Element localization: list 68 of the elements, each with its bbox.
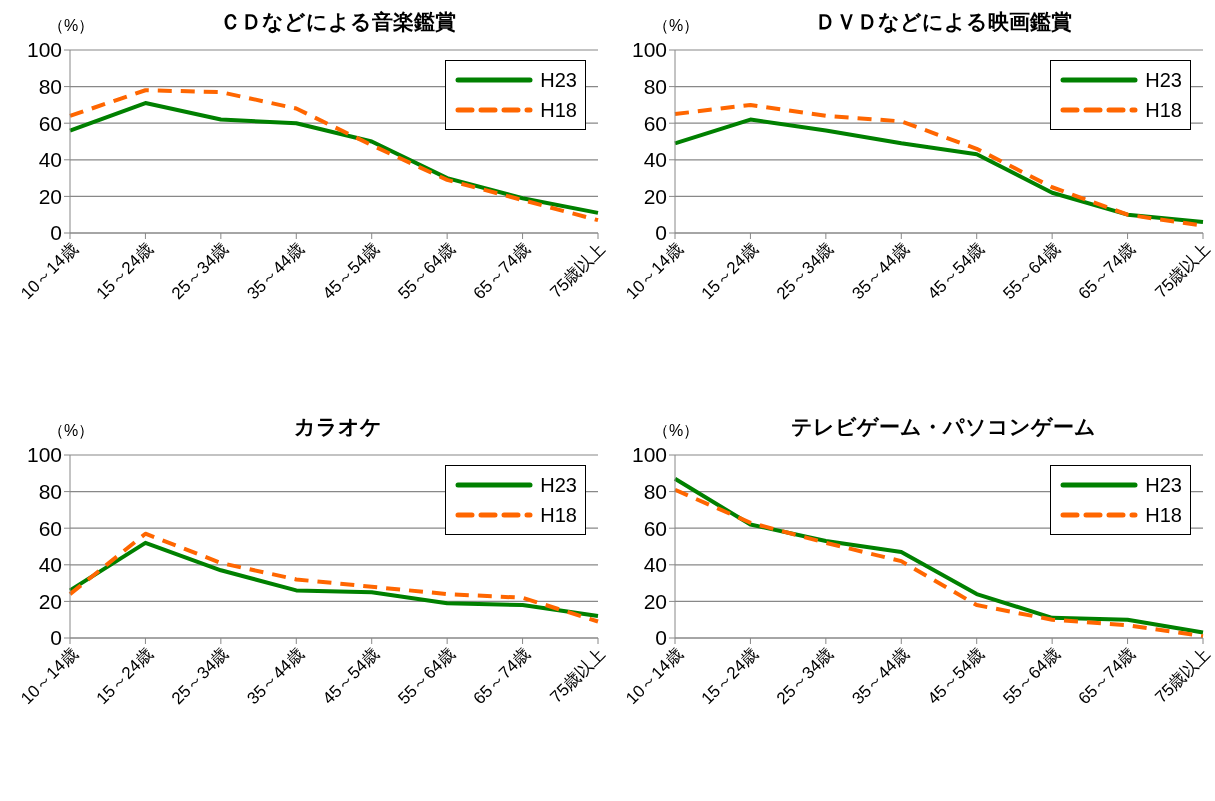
y-tick-label: 60 <box>643 111 667 135</box>
y-tick-label: 40 <box>643 553 667 577</box>
x-tick-label: 75歳以上 <box>1151 643 1215 707</box>
x-tick-label: 25～34歳 <box>773 643 838 709</box>
y-tick-label: 20 <box>643 184 667 208</box>
x-tick-label: 35～44歳 <box>848 238 913 304</box>
chart-title: ＤＶＤなどによる映画鑑賞 <box>814 10 1072 33</box>
x-tick-label: 75歳以上 <box>1151 238 1215 302</box>
y-tick-label: 20 <box>38 589 62 613</box>
legend-label: H23 <box>540 68 577 92</box>
x-tick-label: 45～54歳 <box>923 238 989 304</box>
x-tick-label: 35～44歳 <box>848 643 913 709</box>
x-tick-label: 75歳以上 <box>546 643 610 707</box>
y-tick-label: 40 <box>643 148 667 172</box>
x-tick-label: 45～54歳 <box>923 643 989 709</box>
chart-title: テレビゲーム・パソコンゲーム <box>790 415 1096 438</box>
y-tick-label: 80 <box>38 75 62 99</box>
y-tick-label: 100 <box>631 38 667 62</box>
x-tick-label: 15～24歳 <box>697 238 762 304</box>
y-tick-label: 80 <box>38 480 62 504</box>
x-tick-label: 15～24歳 <box>697 643 762 709</box>
legend-label: H18 <box>540 98 577 122</box>
chart-title: カラオケ <box>294 415 382 438</box>
y-axis-title: （%） <box>653 421 700 441</box>
x-tick-label: 55～64歳 <box>999 643 1064 709</box>
y-tick-label: 100 <box>26 443 62 467</box>
x-tick-label: 25～34歳 <box>168 238 233 304</box>
y-axis-title: （%） <box>48 421 95 441</box>
x-tick-label: 55～64歳 <box>394 238 459 304</box>
y-tick-label: 0 <box>50 221 62 245</box>
y-tick-label: 80 <box>643 480 667 504</box>
x-tick-label: 55～64歳 <box>999 238 1064 304</box>
x-tick-label: 25～34歳 <box>168 643 233 709</box>
y-axis-title: （%） <box>48 16 95 36</box>
y-tick-label: 80 <box>643 75 667 99</box>
y-tick-label: 20 <box>38 184 62 208</box>
y-tick-label: 60 <box>38 111 62 135</box>
legend-label: H18 <box>1145 503 1182 527</box>
legend-label: H18 <box>540 503 577 527</box>
x-tick-label: 65～74歳 <box>469 238 534 304</box>
x-tick-label: 25～34歳 <box>773 238 838 304</box>
x-tick-label: 55～64歳 <box>394 643 459 709</box>
x-tick-label: 45～54歳 <box>318 643 384 709</box>
x-tick-label: 65～74歳 <box>469 643 534 709</box>
y-tick-label: 0 <box>50 626 62 650</box>
x-tick-label: 65～74歳 <box>1074 238 1139 304</box>
legend-label: H23 <box>540 473 577 497</box>
x-tick-label: 45～54歳 <box>318 238 384 304</box>
y-tick-label: 40 <box>38 148 62 172</box>
legend-label: H23 <box>1145 68 1182 92</box>
y-tick-label: 0 <box>655 221 667 245</box>
y-tick-label: 100 <box>631 443 667 467</box>
y-tick-label: 100 <box>26 38 62 62</box>
x-tick-label: 15～24歳 <box>92 238 157 304</box>
legend-label: H18 <box>1145 98 1182 122</box>
x-tick-label: 35～44歳 <box>243 643 308 709</box>
x-tick-label: 75歳以上 <box>546 238 610 302</box>
x-tick-label: 65～74歳 <box>1074 643 1139 709</box>
x-tick-label: 35～44歳 <box>243 238 308 304</box>
y-tick-label: 60 <box>38 516 62 540</box>
y-tick-label: 60 <box>643 516 667 540</box>
y-axis-title: （%） <box>653 16 700 36</box>
y-tick-label: 40 <box>38 553 62 577</box>
x-tick-label: 15～24歳 <box>92 643 157 709</box>
chart-title: ＣＤなどによる音楽鑑賞 <box>220 10 456 33</box>
legend-label: H23 <box>1145 473 1182 497</box>
y-tick-label: 20 <box>643 589 667 613</box>
y-tick-label: 0 <box>655 626 667 650</box>
